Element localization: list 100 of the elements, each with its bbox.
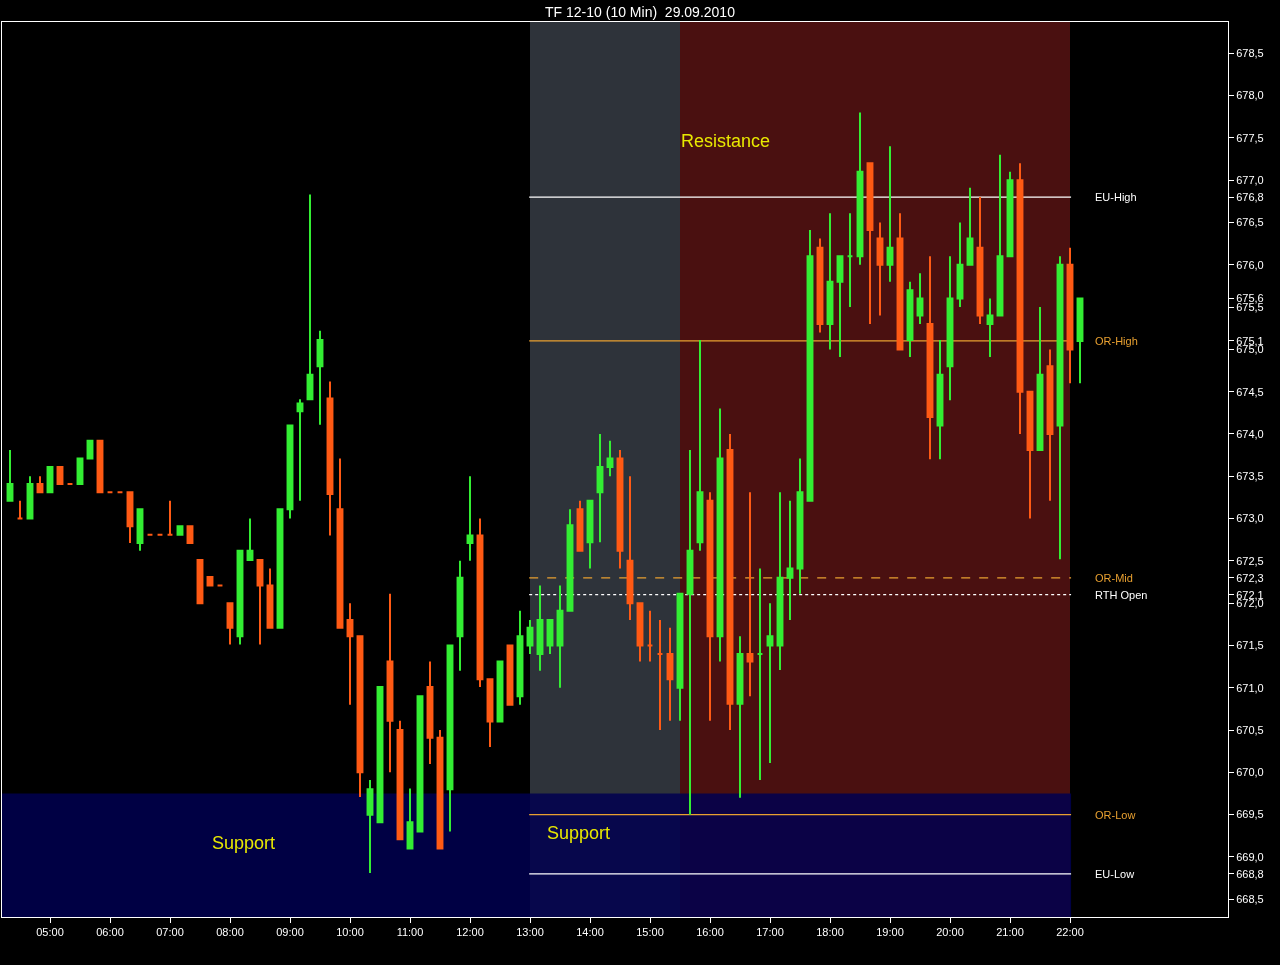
y-tick-label: 678,5: [1236, 47, 1264, 60]
candlestick: [756, 567, 764, 781]
candlestick: [716, 407, 724, 663]
y-tick-label: 676,8: [1236, 190, 1264, 203]
candlestick: [696, 339, 704, 552]
y-tick-label: 669,0: [1236, 850, 1264, 863]
candlestick: [466, 475, 474, 562]
x-tick-label: 11:00: [396, 926, 424, 939]
y-tick-label: 674,5: [1236, 385, 1264, 398]
candlestick: [996, 153, 1004, 317]
x-tick-label: 06:00: [96, 926, 124, 939]
candlestick: [656, 619, 664, 732]
y-tick-label: 668,5: [1236, 893, 1264, 906]
candlestick: [776, 491, 784, 671]
candlestick: [966, 186, 974, 266]
candlestick: [836, 255, 844, 358]
candlestick: [306, 193, 314, 401]
x-tick-label: 12:00: [456, 926, 484, 939]
candlestick: [266, 567, 274, 629]
candlestick: [686, 449, 694, 816]
candlestick: [586, 499, 594, 570]
candlestick: [956, 221, 964, 309]
candlestick: [766, 602, 774, 765]
candlestick: [546, 619, 554, 655]
x-tick-label: 16:00: [696, 926, 724, 939]
y-tick-label: 668,8: [1236, 867, 1264, 880]
x-tick-label: 14:00: [576, 926, 604, 939]
chart-title: TF 12-10 (10 Min) 29.09.2010: [545, 3, 736, 20]
candlestick: [486, 678, 494, 748]
candlestick: [1076, 297, 1084, 385]
candlestick: [426, 660, 434, 765]
candlestick: [346, 602, 354, 706]
candlestick: [786, 499, 794, 622]
candlestick: [596, 432, 604, 544]
candlestick: [666, 626, 674, 722]
y-tick-label: 677,5: [1236, 131, 1264, 144]
x-tick-label: 05:00: [36, 926, 64, 939]
x-tick-label: 19:00: [876, 926, 904, 939]
candlestick: [526, 619, 534, 655]
candlestick: [176, 525, 184, 536]
ref-line-label: OR-Mid: [1095, 572, 1133, 584]
y-tick-label: 673,0: [1236, 512, 1264, 525]
candlestick: [1036, 306, 1044, 452]
ref-line-label: OR-Low: [1095, 809, 1136, 821]
candlestick: [946, 255, 954, 402]
x-tick-label: 18:00: [816, 926, 844, 939]
candlestick: [516, 609, 524, 706]
candlestick: [336, 457, 344, 629]
y-tick-label: 672,5: [1236, 554, 1264, 567]
candlestick: [886, 145, 894, 283]
candlestick: [16, 499, 24, 520]
y-tick-label: 669,5: [1236, 808, 1264, 821]
candlestick: [576, 499, 584, 552]
x-tick-label: 07:00: [156, 926, 184, 939]
y-tick-label: 676,5: [1236, 216, 1264, 229]
y-tick-label: 671,0: [1236, 681, 1264, 694]
candlestick: [446, 644, 454, 833]
candlestick: [126, 491, 134, 545]
x-tick-label: 17:00: [756, 926, 784, 939]
y-tick-label: 670,0: [1236, 766, 1264, 779]
ref-line-label: RTH Open: [1095, 589, 1148, 601]
candlestick: [166, 499, 174, 536]
candlestick: [296, 398, 304, 502]
candlestick: [6, 449, 14, 502]
candlestick: [706, 491, 714, 722]
candlestick: [36, 475, 44, 494]
y-tick-label: 673,5: [1236, 470, 1264, 483]
candlestick: [856, 111, 864, 266]
y-tick-label: 678,0: [1236, 89, 1264, 102]
x-tick-label: 15:00: [636, 926, 664, 939]
y-tick-label: 677,0: [1236, 174, 1264, 187]
candlestick: [536, 584, 544, 672]
y-tick-label: 671,5: [1236, 639, 1264, 652]
candlestick: [256, 559, 264, 646]
candlestick: [976, 196, 984, 325]
candlestick: [796, 457, 804, 595]
candlestick: [1066, 246, 1074, 385]
candlestick: [556, 584, 564, 689]
candlestick: [916, 272, 924, 325]
annotation: Support: [547, 823, 611, 843]
candlestick: [826, 212, 834, 351]
x-tick-label: 22:00: [1056, 926, 1084, 939]
candlestick: [1046, 348, 1054, 502]
candlestick: [326, 380, 334, 537]
candlestick: [386, 592, 394, 774]
candlestick: [1026, 390, 1034, 520]
x-tick-label: 20:00: [936, 926, 964, 939]
x-tick-label: 10:00: [336, 926, 364, 939]
candlestick: [26, 475, 34, 520]
candlestick: [896, 212, 904, 351]
candlestick: [936, 339, 944, 461]
candlestick: [746, 491, 754, 698]
y-tick-label: 670,5: [1236, 723, 1264, 736]
y-tick-label: 672,3: [1236, 571, 1264, 584]
candlestick: [986, 297, 994, 358]
x-tick-label: 21:00: [996, 926, 1024, 939]
x-tick-label: 08:00: [216, 926, 244, 939]
candlestick: [406, 787, 414, 850]
candlestick: [866, 162, 874, 325]
candlestick: [636, 602, 644, 663]
